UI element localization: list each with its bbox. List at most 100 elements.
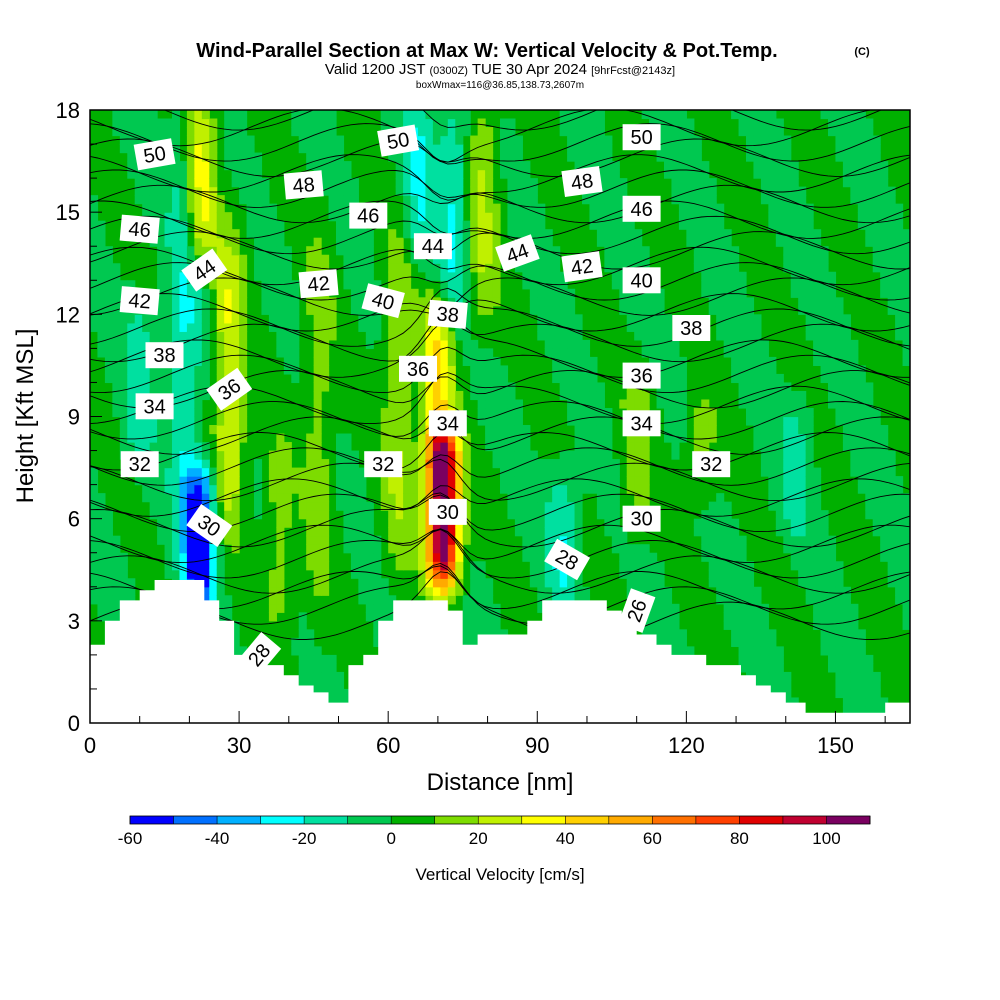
w-cell xyxy=(283,484,292,494)
w-cell xyxy=(425,595,434,605)
w-cell xyxy=(798,433,807,443)
w-cell xyxy=(559,450,568,460)
w-cell xyxy=(649,612,658,622)
w-cell xyxy=(432,399,441,409)
w-cell xyxy=(447,356,456,367)
w-cell xyxy=(447,561,456,571)
w-cell xyxy=(164,442,173,452)
w-cell xyxy=(201,459,210,469)
w-cell xyxy=(321,510,330,520)
w-cell xyxy=(485,603,494,613)
w-cell xyxy=(813,569,822,579)
w-cell xyxy=(872,433,881,443)
w-cell xyxy=(231,246,240,256)
y-tick-label: 3 xyxy=(68,609,80,634)
contour-label-text: 34 xyxy=(437,413,459,435)
w-cell xyxy=(104,246,113,256)
w-cell xyxy=(485,620,494,630)
w-cell xyxy=(723,297,732,307)
w-cell xyxy=(887,552,896,562)
w-cell xyxy=(432,442,441,452)
w-cell xyxy=(395,314,404,324)
w-cell xyxy=(462,442,471,452)
w-cell xyxy=(231,314,240,324)
w-cell xyxy=(664,314,673,324)
w-cell xyxy=(828,305,837,315)
w-cell xyxy=(403,152,412,162)
w-cell xyxy=(805,425,814,435)
w-cell xyxy=(552,467,561,477)
w-cell xyxy=(306,518,315,528)
w-cell xyxy=(224,433,233,443)
w-cell xyxy=(447,365,456,375)
w-cell xyxy=(201,195,210,205)
w-cell xyxy=(850,459,859,469)
w-cell xyxy=(157,467,166,477)
w-cell xyxy=(880,220,889,230)
w-cell xyxy=(119,339,128,349)
w-cell xyxy=(224,331,233,341)
w-cell xyxy=(760,169,769,179)
w-cell xyxy=(90,280,99,290)
w-cell xyxy=(902,237,910,247)
w-cell xyxy=(418,195,427,205)
w-cell xyxy=(813,229,822,239)
w-cell xyxy=(544,254,553,264)
contour-label-box xyxy=(544,538,591,581)
w-cell xyxy=(671,620,680,630)
w-cell xyxy=(306,263,315,273)
w-cell xyxy=(246,195,255,205)
w-cell xyxy=(514,467,523,477)
w-cell xyxy=(254,476,263,486)
w-cell xyxy=(149,442,158,452)
w-cell xyxy=(283,493,292,503)
w-cell xyxy=(90,501,99,511)
w-cell xyxy=(857,407,866,418)
w-cell xyxy=(828,629,837,639)
w-cell xyxy=(403,407,412,418)
w-cell xyxy=(291,280,300,290)
w-cell xyxy=(157,331,166,341)
w-cell xyxy=(142,178,151,188)
w-cell xyxy=(850,348,859,358)
w-cell xyxy=(805,535,814,545)
w-cell xyxy=(559,569,568,579)
w-cell xyxy=(313,305,322,315)
w-cell xyxy=(768,671,777,682)
w-cell xyxy=(656,620,665,630)
w-cell xyxy=(261,186,270,196)
w-cell xyxy=(164,484,173,494)
w-cell xyxy=(276,450,285,460)
w-cell xyxy=(350,501,359,511)
w-cell xyxy=(321,671,330,682)
w-cell xyxy=(552,459,561,469)
w-cell xyxy=(693,433,702,443)
w-cell xyxy=(582,382,591,392)
chart-title-mark: (C) xyxy=(854,46,870,58)
w-cell xyxy=(172,373,181,384)
w-cell xyxy=(746,152,755,162)
w-cell xyxy=(507,212,516,222)
w-cell xyxy=(820,271,829,281)
w-cell xyxy=(887,569,896,579)
w-cell xyxy=(634,305,643,315)
w-cell xyxy=(224,229,233,239)
w-cell xyxy=(104,586,113,596)
w-cell xyxy=(254,271,263,281)
w-cell xyxy=(194,305,203,315)
w-cell xyxy=(149,110,158,120)
w-cell xyxy=(693,254,702,264)
w-cell xyxy=(194,169,203,179)
w-cell xyxy=(365,246,374,256)
w-cell xyxy=(775,390,784,401)
w-cell xyxy=(90,246,99,256)
w-cell xyxy=(567,118,576,128)
w-cell xyxy=(388,229,397,239)
w-cell xyxy=(492,459,501,469)
w-cell xyxy=(865,433,874,443)
w-cell xyxy=(753,144,762,154)
w-cell xyxy=(179,518,188,528)
w-cell xyxy=(790,271,799,281)
w-cell xyxy=(723,263,732,273)
w-cell xyxy=(857,144,866,154)
